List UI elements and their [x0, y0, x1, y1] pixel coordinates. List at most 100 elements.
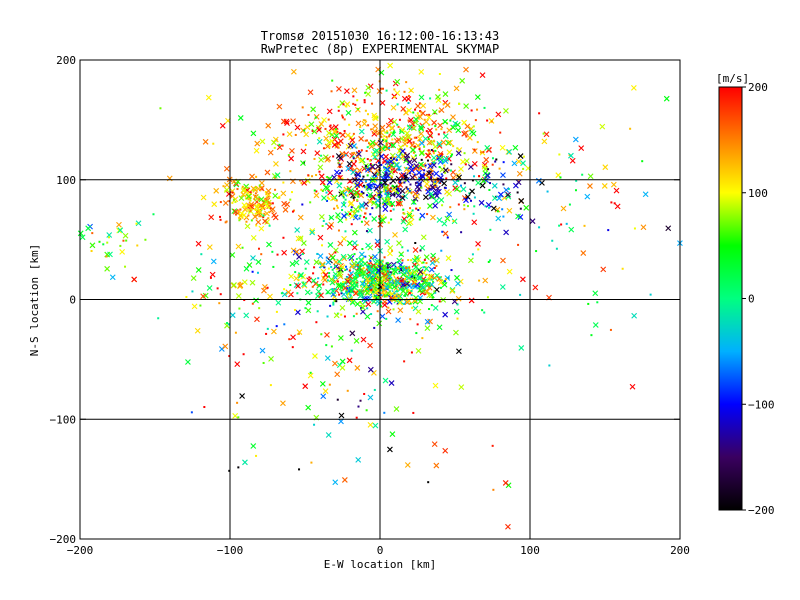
scatter-point-dot	[379, 270, 382, 273]
scatter-point-dot	[330, 265, 333, 268]
scatter-point-cross	[467, 257, 474, 264]
scatter-point-dot	[361, 247, 364, 250]
scatter-point-dot	[261, 188, 264, 191]
scatter-point-cross	[387, 245, 394, 251]
scatter-point-cross	[354, 268, 361, 275]
scatter-point-cross	[358, 135, 365, 142]
scatter-point-dot	[434, 277, 437, 280]
scatter-point-dot	[218, 302, 221, 305]
scatter-point-dot	[200, 253, 203, 256]
scatter-point-dot	[352, 276, 355, 279]
scatter-point-cross	[333, 132, 340, 139]
scatter-point-cross	[349, 282, 356, 288]
scatter-point-cross	[194, 327, 201, 334]
scatter-point-cross	[610, 181, 617, 188]
scatter-point-cross	[390, 178, 397, 184]
scatter-point-cross	[463, 158, 470, 164]
scatter-point-dot	[190, 411, 193, 414]
scatter-point-dot	[315, 174, 318, 177]
scatter-point-dot	[384, 278, 387, 281]
scatter-point-dot	[440, 249, 443, 252]
scatter-point-dot	[418, 177, 421, 180]
grid-lines	[80, 60, 680, 539]
scatter-point-cross	[345, 109, 352, 116]
scatter-point-dot	[386, 266, 389, 269]
scatter-point-cross	[587, 183, 593, 189]
scatter-point-cross	[441, 180, 448, 187]
scatter-point-dot	[222, 185, 225, 188]
scatter-point-cross	[290, 334, 296, 341]
scatter-point-dot	[365, 207, 368, 210]
scatter-point-dot	[374, 175, 377, 178]
scatter-point-dot	[367, 266, 370, 269]
scatter-point-cross	[335, 153, 342, 159]
scatter-point-cross	[358, 128, 365, 135]
scatter-point-cross	[578, 145, 585, 152]
scatter-point-cross	[414, 193, 420, 199]
scatter-point-dot	[390, 204, 393, 207]
scatter-point-dot	[268, 202, 271, 205]
scatter-point-cross	[326, 108, 333, 115]
scatter-point-dot	[472, 125, 475, 128]
scatter-point-dot	[421, 337, 424, 340]
scatter-point-dot	[341, 114, 344, 117]
scatter-point-dot	[428, 308, 431, 311]
scatter-point-cross	[463, 66, 469, 73]
scatter-point-dot	[280, 292, 283, 295]
scatter-point-cross	[500, 172, 506, 178]
scatter-point-cross	[300, 148, 307, 155]
scatter-point-cross	[304, 177, 311, 184]
scatter-point-cross	[333, 312, 340, 319]
scatter-point-cross	[363, 201, 369, 208]
scatter-point-dot	[350, 349, 353, 352]
scatter-point-cross	[358, 257, 364, 263]
scatter-point-dot	[289, 198, 292, 201]
scatter-point-dot	[301, 252, 304, 255]
scatter-point-dot	[558, 224, 561, 227]
scatter-point-dot	[262, 204, 265, 207]
scatter-point-cross	[438, 107, 445, 113]
scatter-point-dot	[360, 220, 363, 223]
scatter-point-dot	[442, 161, 445, 164]
scatter-point-dot	[354, 160, 357, 163]
scatter-point-cross	[330, 195, 336, 202]
scatter-point-dot	[297, 332, 300, 335]
scatter-point-dot	[491, 444, 494, 447]
scatter-point-dot	[364, 109, 367, 112]
scatter-point-dot	[395, 285, 398, 288]
scatter-point-dot	[432, 161, 435, 164]
scatter-point-dot	[483, 311, 486, 314]
scatter-point-dot	[449, 169, 452, 172]
scatter-point-dot	[334, 288, 337, 291]
scatter-point-dot	[519, 293, 522, 296]
scatter-point-dot	[405, 267, 408, 270]
scatter-point-dot	[340, 292, 343, 295]
scatter-point-dot	[374, 157, 377, 160]
scatter-point-dot	[258, 212, 261, 215]
scatter-point-dot	[384, 293, 387, 296]
scatter-point-dot	[574, 189, 577, 192]
scatter-point-dot	[323, 266, 326, 269]
scatter-point-dot	[268, 224, 271, 227]
scatter-point-dot	[252, 189, 255, 192]
scatter-point-cross	[265, 122, 272, 129]
scatter-point-cross	[210, 258, 217, 265]
scatter-point-dot	[471, 179, 474, 182]
scatter-point-dot	[364, 255, 367, 258]
scatter-point-dot	[265, 196, 268, 199]
scatter-point-dot	[473, 175, 476, 178]
scatter-point-dot	[428, 283, 431, 286]
scatter-point-cross	[417, 268, 424, 275]
scatter-point-dot	[313, 266, 316, 269]
scatter-point-dot	[641, 160, 644, 163]
scatter-point-cross	[587, 173, 594, 180]
scatter-point-dot	[282, 181, 285, 184]
scatter-point-dot	[546, 190, 549, 193]
scatter-point-dot	[275, 325, 278, 328]
scatter-point-dot	[413, 136, 416, 139]
scatter-point-cross	[377, 139, 384, 146]
scatter-point-dot	[488, 206, 491, 209]
scatter-point-dot	[440, 128, 443, 131]
scatter-point-dot	[412, 111, 415, 114]
scatter-point-dot	[365, 230, 368, 233]
